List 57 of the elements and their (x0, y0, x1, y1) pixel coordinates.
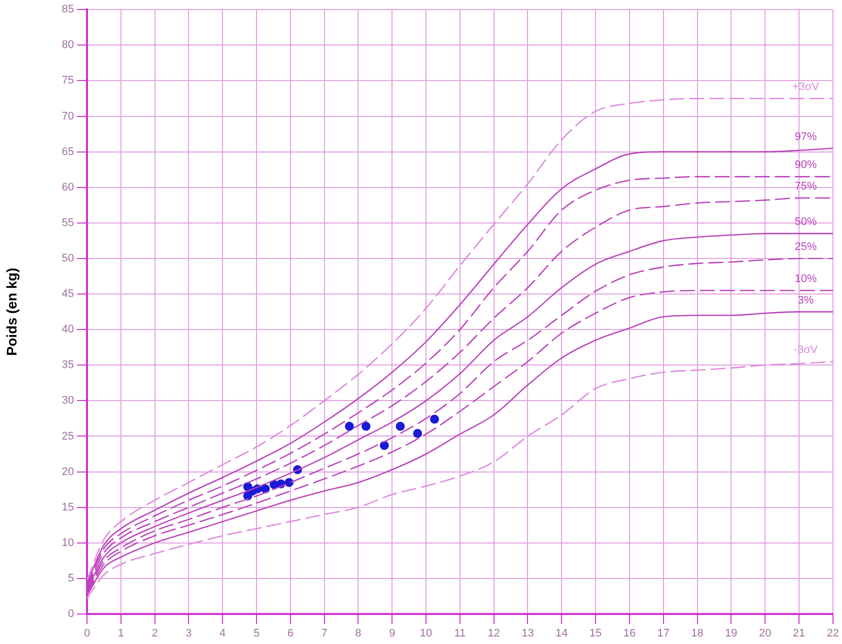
y-tick-label: 55 (62, 216, 74, 229)
y-tick-label: 75 (62, 74, 74, 87)
y-tick-label: 10 (62, 536, 74, 549)
x-tick-label: 10 (420, 628, 432, 640)
point (344, 422, 354, 431)
x-tick-label: 9 (389, 628, 396, 640)
series-label: 97% (794, 130, 817, 143)
y-tick-label: 30 (62, 394, 74, 407)
point (284, 478, 294, 487)
x-tick-label: 16 (623, 628, 636, 640)
y-tick-label: 80 (62, 39, 74, 52)
y-tick-label: 85 (62, 4, 74, 16)
series-label: 25% (794, 241, 817, 253)
series-label: 75% (794, 180, 817, 193)
x-tick-label: 20 (758, 628, 772, 640)
y-tick-label: 45 (62, 288, 74, 300)
point (362, 422, 371, 431)
x-tick-label: 6 (287, 628, 294, 640)
x-tick-label: 12 (488, 628, 500, 640)
series-label: 10% (794, 273, 817, 285)
x-tick-label: 1 (118, 628, 124, 640)
x-tick-label: 4 (220, 628, 226, 640)
x-tick-label: 5 (253, 628, 260, 640)
x-tick-label: 15 (589, 628, 602, 640)
y-tick-label: 20 (62, 466, 74, 478)
x-tick-label: 0 (84, 628, 90, 640)
series-label: 90% (794, 159, 817, 172)
y-tick-label: 50 (62, 252, 74, 264)
y-tick-label: 35 (62, 359, 74, 372)
point (430, 414, 440, 424)
x-tick-label: 18 (691, 628, 704, 640)
x-tick-label: 11 (454, 628, 466, 640)
x-tick-label: 22 (826, 628, 840, 640)
y-tick-label: 25 (62, 430, 74, 442)
x-tick-label: 19 (725, 628, 738, 640)
y-tick-label: 70 (62, 110, 74, 122)
series-label: 50% (794, 216, 817, 228)
x-tick-label: 7 (321, 628, 328, 640)
point (380, 440, 389, 450)
x-tick-label: 3 (186, 628, 192, 640)
x-tick-label: 8 (355, 628, 362, 640)
x-tick-label: 2 (152, 628, 158, 640)
point (413, 428, 422, 438)
x-tick-label: 17 (657, 628, 670, 640)
x-tick-label: 13 (522, 628, 534, 640)
y-tick-label: 0 (68, 608, 74, 620)
point (396, 422, 405, 431)
y-axis-title: Poids (en kg) (3, 268, 20, 356)
x-tick-label: 14 (556, 628, 568, 640)
x-tick-label: 21 (792, 628, 806, 640)
y-tick-label: 40 (62, 324, 74, 336)
y-tick-label: 65 (62, 146, 74, 158)
y-tick-label: 5 (68, 572, 74, 584)
y-tick-label: 15 (62, 501, 74, 514)
y-tick-label: 60 (62, 181, 74, 194)
line-series (87, 360, 833, 600)
series-label: 3% (798, 294, 814, 306)
